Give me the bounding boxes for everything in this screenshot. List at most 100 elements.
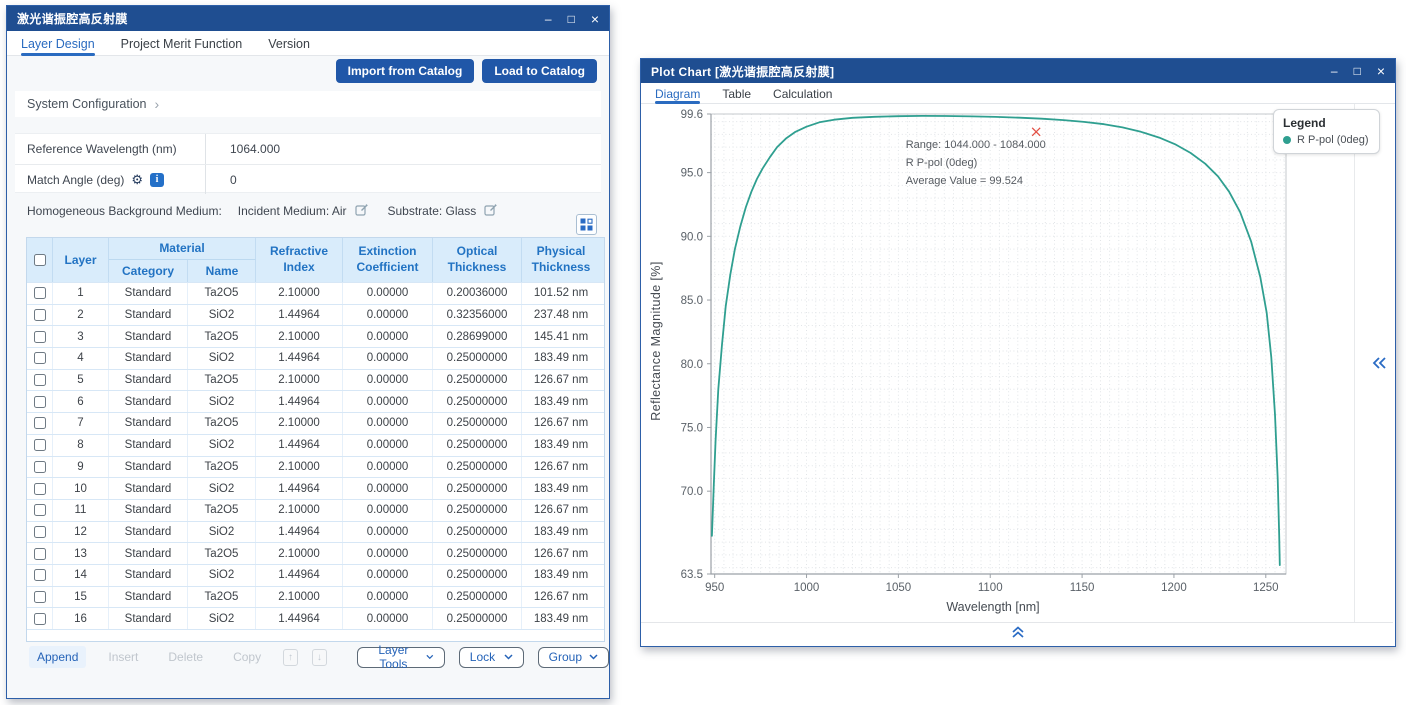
move-up-button[interactable]: ↑: [283, 648, 298, 666]
table-row[interactable]: 4 Standard SiO2 1.44964 0.00000 0.25000000 183…: [27, 347, 604, 369]
expand-bottom-button[interactable]: [1011, 626, 1025, 644]
maximize-icon[interactable]: □: [1353, 64, 1361, 78]
cell-extinction-coefficient: 0.00000: [343, 283, 433, 304]
row-checkbox[interactable]: [33, 612, 46, 625]
table-row[interactable]: 5 Standard Ta2O5 2.10000 0.00000 0.25000000 12…: [27, 368, 604, 391]
cell-category: Standard: [109, 369, 188, 391]
cell-layer: 7: [53, 413, 109, 434]
append-button[interactable]: Append: [29, 646, 87, 668]
minimize-icon[interactable]: –: [544, 11, 552, 26]
lock-dropdown[interactable]: Lock: [458, 646, 524, 668]
table-row[interactable]: 11 Standard Ta2O5 2.10000 0.00000 0.25000000 1…: [27, 498, 604, 521]
row-checkbox[interactable]: [33, 482, 46, 495]
left-titlebar[interactable]: 激光谐振腔高反射膜 – □ ×: [7, 6, 609, 31]
row-checkbox[interactable]: [33, 547, 46, 560]
cell-extinction-coefficient: 0.00000: [343, 543, 433, 564]
row-checkbox[interactable]: [33, 439, 46, 452]
cell-physical-thickness: 183.49 nm: [533, 612, 589, 625]
group-dropdown[interactable]: Group: [537, 646, 610, 668]
tab-project-merit-function[interactable]: Project Merit Function: [120, 36, 243, 51]
table-row[interactable]: 2 Standard SiO2 1.44964 0.00000 0.32356000 237…: [27, 303, 604, 326]
cell-extinction-coefficient: 0.00000: [343, 304, 433, 326]
cell-extinction-coefficient: 0.00000: [343, 478, 433, 499]
row-checkbox[interactable]: [33, 417, 46, 430]
col-optical-thickness: Optical Thickness: [433, 238, 522, 282]
tab-version[interactable]: Version: [268, 36, 310, 51]
reference-wavelength-input[interactable]: 1064.000: [205, 134, 601, 164]
cell-physical-thickness: 183.49 nm: [533, 525, 589, 538]
select-all-checkbox[interactable]: [33, 254, 46, 266]
cell-checkbox: [27, 608, 53, 629]
row-checkbox[interactable]: [33, 504, 46, 517]
collapse-panel-button[interactable]: [1372, 356, 1390, 372]
row-checkbox[interactable]: [33, 395, 46, 408]
row-checkbox[interactable]: [33, 287, 46, 300]
annotation-line: Average Value = 99.524: [906, 175, 1023, 187]
cell-checkbox: [27, 413, 53, 434]
left-window-title: 激光谐振腔高反射膜: [17, 12, 128, 26]
row-checkbox[interactable]: [33, 460, 46, 473]
insert-button[interactable]: Insert: [100, 646, 146, 668]
close-icon[interactable]: ×: [590, 10, 599, 27]
incident-medium-label: Incident Medium: Air: [237, 204, 347, 218]
cell-physical-thickness: 183.49 nm: [533, 352, 589, 365]
table-row[interactable]: 15 Standard Ta2O5 2.10000 0.00000 0.25000000 1…: [27, 585, 604, 608]
cell-refractive-index: 1.44964: [256, 391, 343, 413]
table-row[interactable]: 16 Standard SiO2 1.44964 0.00000 0.25000000 18…: [27, 607, 604, 629]
right-titlebar[interactable]: Plot Chart [激光谐振腔高反射膜] – □ ×: [641, 59, 1395, 83]
column-settings-button[interactable]: [576, 214, 597, 235]
cell-name: SiO2: [188, 304, 256, 326]
gear-icon[interactable]: ⚙: [131, 171, 144, 187]
info-icon[interactable]: i: [150, 172, 165, 187]
copy-button[interactable]: Copy: [225, 646, 269, 668]
table-row[interactable]: 7 Standard Ta2O5 2.10000 0.00000 0.25000000 12…: [27, 412, 604, 434]
cell-physical-thickness: 145.41 nm: [533, 330, 589, 343]
layer-table-header: Layer Material Category Name Refractive I…: [27, 238, 604, 282]
edit-substrate-icon[interactable]: [484, 203, 498, 219]
table-row[interactable]: 6 Standard SiO2 1.44964 0.00000 0.25000000 183…: [27, 390, 604, 413]
table-row[interactable]: 13 Standard Ta2O5 2.10000 0.00000 0.25000000 1…: [27, 542, 604, 564]
load-to-catalog-button[interactable]: Load to Catalog: [482, 59, 597, 83]
minimize-icon[interactable]: –: [1330, 64, 1338, 78]
move-down-button[interactable]: ↓: [311, 648, 327, 666]
table-row[interactable]: 9 Standard Ta2O5 2.10000 0.00000 0.25000000 12…: [27, 455, 604, 478]
col-material-sub: Category Name: [109, 260, 256, 282]
svg-text:1100: 1100: [978, 582, 1003, 594]
row-checkbox[interactable]: [33, 374, 46, 387]
row-checkbox[interactable]: [33, 569, 46, 582]
row-checkbox[interactable]: [33, 590, 46, 603]
edit-incident-medium-icon[interactable]: [354, 203, 368, 219]
cell-extinction-coefficient: 0.00000: [343, 564, 433, 586]
system-configuration-header[interactable]: System Configuration ›: [15, 91, 601, 117]
tab-layer-design[interactable]: Layer Design: [21, 32, 95, 56]
tab-table[interactable]: Table: [722, 86, 752, 101]
import-from-catalog-button[interactable]: Import from Catalog: [335, 59, 475, 83]
row-checkbox[interactable]: [33, 525, 46, 538]
cell-category: Standard: [109, 326, 188, 348]
table-row[interactable]: 14 Standard SiO2 1.44964 0.00000 0.25000000 18…: [27, 563, 604, 586]
maximize-icon[interactable]: □: [567, 11, 575, 26]
tab-calculation[interactable]: Calculation: [773, 86, 833, 101]
table-row[interactable]: 1 Standard Ta2O5 2.10000 0.00000 0.20036000 10…: [27, 282, 604, 304]
cell-physical-thickness: 126.67 nm: [533, 504, 589, 517]
delete-button[interactable]: Delete: [160, 646, 211, 668]
legend[interactable]: Legend R P-pol (0deg): [1273, 109, 1380, 154]
reflectance-chart[interactable]: 950 1000 1050 1100 1150 1200 1250 99.6 95.0 90.0 8…: [641, 104, 1393, 623]
row-checkbox[interactable]: [33, 309, 46, 322]
grid-icon: [580, 218, 593, 231]
table-row[interactable]: 8 Standard SiO2 1.44964 0.00000 0.25000000 183…: [27, 433, 604, 456]
chart-area: 950 1000 1050 1100 1150 1200 1250 99.6 95.0 90.0 8…: [641, 104, 1393, 623]
cell-physical-thickness: 183.49 nm: [533, 569, 589, 582]
row-checkbox[interactable]: [33, 330, 46, 343]
table-row[interactable]: 10 Standard SiO2 1.44964 0.00000 0.25000000 18…: [27, 477, 604, 499]
row-checkbox[interactable]: [33, 352, 46, 365]
table-row[interactable]: 3 Standard Ta2O5 2.10000 0.00000 0.28699000 14…: [27, 325, 604, 348]
table-row[interactable]: 12 Standard SiO2 1.44964 0.00000 0.25000000 18…: [27, 520, 604, 543]
range-marker-x-icon[interactable]: [1031, 127, 1041, 137]
close-icon[interactable]: ×: [1376, 63, 1385, 79]
tab-diagram[interactable]: Diagram: [655, 84, 701, 104]
match-angle-input[interactable]: 0: [205, 165, 601, 194]
layer-tools-dropdown[interactable]: Layer Tools: [356, 643, 445, 671]
cell-extinction-coefficient: 0.00000: [343, 434, 433, 456]
reference-wavelength-label: Reference Wavelength (nm): [27, 142, 177, 156]
